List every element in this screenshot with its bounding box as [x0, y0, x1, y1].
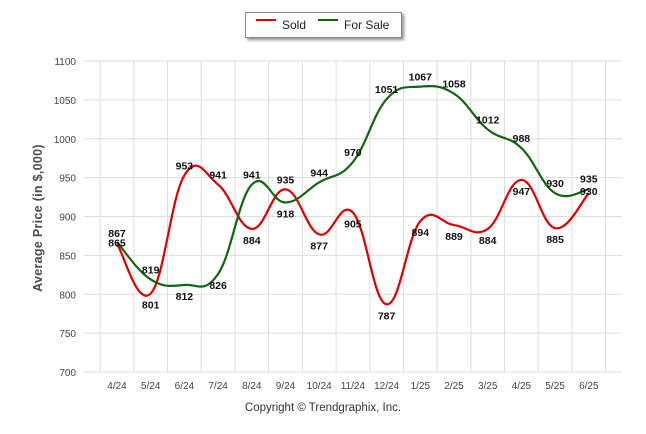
y-tick-label: 700 [59, 368, 76, 379]
data-label-for-sale: 819 [142, 264, 160, 276]
data-label-for-sale: 944 [310, 167, 328, 179]
y-tick-label: 1000 [54, 135, 77, 146]
data-label-for-sale: 1051 [375, 84, 399, 96]
data-label-for-sale: 1058 [442, 79, 466, 91]
y-tick-label: 1100 [54, 57, 76, 68]
x-tick-label: 5/24 [141, 381, 161, 392]
data-label-sold: 930 [580, 186, 598, 198]
data-label-sold: 947 [513, 186, 531, 198]
legend: Sold For Sale [245, 12, 402, 38]
legend-swatch-for-sale [318, 19, 338, 21]
data-label-sold: 935 [277, 174, 295, 186]
x-tick-label: 8/24 [242, 381, 262, 392]
series-line-sold [116, 164, 590, 306]
x-tick-label: 11/24 [341, 381, 366, 392]
data-label-sold: 787 [378, 310, 396, 322]
data-label-sold: 905 [344, 219, 362, 231]
y-tick-label: 900 [59, 213, 76, 224]
y-axis-label: Average Price (in $,000) [31, 144, 45, 292]
x-tick-label: 1/25 [411, 381, 431, 392]
y-tick-label: 750 [59, 329, 76, 340]
gridlines [84, 60, 622, 373]
data-label-for-sale: 812 [176, 291, 194, 303]
x-tick-label: 5/25 [545, 381, 565, 392]
data-label-sold: 877 [310, 240, 328, 252]
data-label-for-sale: 867 [108, 228, 126, 240]
data-label-for-sale: 970 [344, 147, 362, 159]
y-tick-label: 1050 [54, 96, 77, 107]
x-tick-label: 4/24 [107, 381, 127, 392]
data-label-sold: 889 [445, 231, 463, 243]
series-line-for-sale [116, 84, 590, 288]
legend-swatch-sold [256, 19, 276, 21]
data-label-for-sale: 1067 [409, 72, 433, 84]
y-tick-label: 950 [59, 174, 76, 185]
data-label-for-sale: 988 [513, 133, 531, 145]
y-tick-label: 850 [59, 251, 76, 262]
data-label-sold: 885 [546, 234, 564, 246]
data-label-for-sale: 930 [546, 178, 564, 190]
y-tick-label: 800 [59, 290, 76, 301]
data-label-for-sale: 1012 [476, 114, 500, 126]
x-tick-label: 12/24 [374, 381, 399, 392]
x-tick-label: 2/25 [444, 381, 464, 392]
data-label-for-sale: 826 [209, 280, 227, 292]
axes: 700 750 800 850 900 950 1000 1050 1100 4/24 5/24 6/… [54, 57, 599, 392]
legend-label-sold: Sold [282, 18, 307, 32]
data-label-sold: 884 [479, 235, 497, 247]
copyright-footer: Copyright © Trendgraphix, Inc. [244, 402, 402, 414]
data-label-for-sale: 918 [277, 209, 295, 221]
data-label-sold: 941 [209, 170, 227, 182]
data-label-sold: 953 [176, 160, 194, 172]
data-label-sold: 865 [108, 238, 126, 250]
x-tick-label: 7/24 [208, 381, 228, 392]
legend-label-for-sale: For Sale [344, 18, 390, 32]
x-tick-label: 4/25 [512, 381, 532, 392]
data-label-sold: 801 [142, 299, 160, 311]
data-labels: 865 801 953 941 884 935 877 905 787 894 889 884 947 8… [108, 72, 597, 323]
data-label-sold: 884 [243, 235, 261, 247]
x-tick-label: 6/25 [579, 381, 599, 392]
data-label-sold: 894 [412, 227, 430, 239]
data-label-for-sale: 935 [580, 173, 598, 185]
x-tick-label: 3/25 [478, 381, 498, 392]
x-tick-label: 6/24 [175, 381, 195, 392]
series-lines [116, 84, 590, 306]
x-tick-label: 10/24 [307, 381, 332, 392]
data-label-for-sale: 941 [243, 170, 261, 182]
x-tick-label: 9/24 [276, 381, 296, 392]
